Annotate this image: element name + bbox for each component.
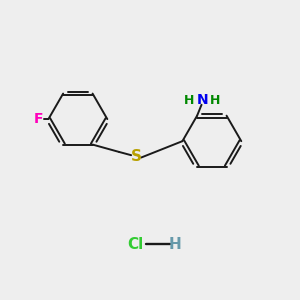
Text: H: H: [169, 237, 182, 252]
Text: H: H: [210, 94, 220, 107]
Text: N: N: [196, 93, 208, 107]
Text: H: H: [184, 94, 194, 107]
Text: Cl: Cl: [127, 237, 143, 252]
Text: F: F: [34, 112, 44, 126]
Text: S: S: [131, 149, 142, 164]
